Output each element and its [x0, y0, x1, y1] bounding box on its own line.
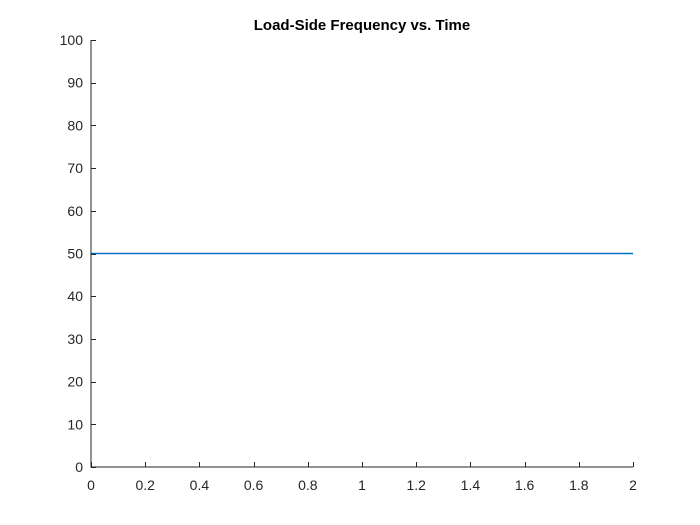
x-tick-label: 1.8: [569, 477, 589, 493]
y-tick-label: 60: [67, 203, 83, 219]
plot-area: 0 0.2 0.4 0.6 0.8 1 1.2 1.4 1.6 1.8 20102030405060…: [60, 32, 637, 493]
x-tick-label: 1: [358, 477, 366, 493]
x-tick-label: 2: [629, 477, 637, 493]
y-tick-label: 90: [67, 75, 83, 91]
y-tick-label: 70: [67, 160, 83, 176]
chart-title: Load-Side Frequency vs. Time: [254, 17, 470, 34]
y-tick-label: 50: [67, 246, 83, 262]
x-tick-label: 1.6: [515, 477, 535, 493]
x-tick-label: 0.8: [298, 477, 318, 493]
x-tick-label: 0.2: [135, 477, 155, 493]
y-tick-label: 20: [67, 374, 83, 390]
x-tick-label: 0.4: [190, 477, 210, 493]
y-tick-label: 30: [67, 331, 83, 347]
x-tick-label: 1.2: [406, 477, 426, 493]
x-tick-label: 0: [87, 477, 95, 493]
y-tick-label: 100: [60, 32, 84, 48]
y-tick-label: 80: [67, 117, 83, 133]
x-tick-label: 0.6: [244, 477, 264, 493]
y-tick-label: 10: [67, 416, 83, 432]
y-tick-label: 0: [75, 459, 83, 475]
x-tick-label: 1.4: [461, 477, 481, 493]
y-tick-label: 40: [67, 288, 83, 304]
